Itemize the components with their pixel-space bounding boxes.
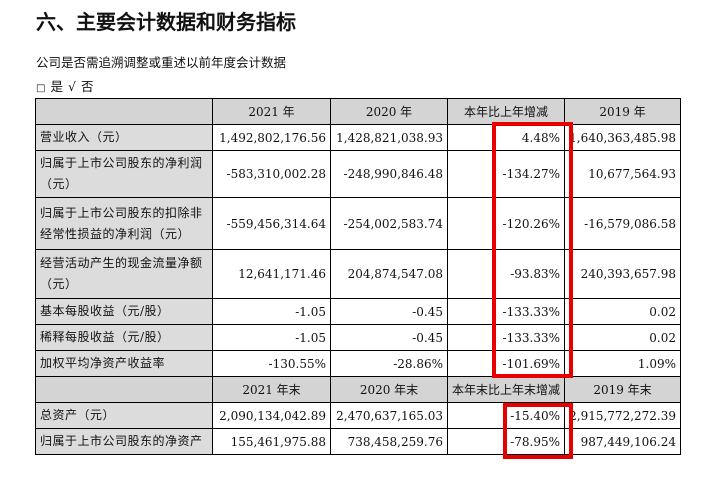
header-cell-change: 本年比上年增减 (447, 98, 565, 125)
row-label: 归属于上市公司股东的净利润（元） (35, 150, 213, 198)
value-2020: -0.45 (330, 324, 448, 351)
row-label: 营业收入（元） (35, 124, 213, 151)
value-2020: 1,428,821,038.93 (330, 124, 448, 151)
table-row: 归属于上市公司股东的净利润（元） -583,310,002.28 -248,99… (35, 150, 681, 198)
value-2020: 738,458,259.76 (330, 428, 448, 455)
header-cell-2021: 2021 年 (212, 98, 331, 125)
value-2021: -583,310,002.28 (212, 150, 331, 198)
value-change: -15.40% (447, 402, 565, 429)
value-2020: -28.86% (330, 350, 448, 377)
value-2019: 0.02 (564, 298, 681, 325)
table-row: 总资产（元） 2,090,134,042.89 2,470,637,165.03… (35, 402, 681, 429)
row-label: 加权平均净资产收益率 (35, 350, 213, 377)
row-label: 归属于上市公司股东的净资产 (35, 428, 213, 455)
value-2020: 204,874,547.08 (330, 249, 448, 299)
row-label: 稀释每股收益（元/股） (35, 324, 213, 351)
value-2019: -16,579,086.58 (564, 197, 681, 250)
table-row: 经营活动产生的现金流量净额（元） 12,641,171.46 204,874,5… (35, 249, 681, 299)
header-cell-2019-end: 2019 年末 (564, 376, 681, 403)
header-cell-empty (35, 376, 213, 403)
header-cell-2021-end: 2021 年末 (212, 376, 331, 403)
table-header-row: 2021 年 2020 年 本年比上年增减 2019 年 (35, 98, 681, 125)
table-row: 归属于上市公司股东的扣除非经常性损益的净利润（元） -559,456,314.6… (35, 197, 681, 250)
header-cell-2019: 2019 年 (564, 98, 681, 125)
yes-checkbox-icon: □ (36, 83, 46, 94)
row-label: 归属于上市公司股东的扣除非经常性损益的净利润（元） (35, 197, 213, 250)
value-2020: -248,990,846.48 (330, 150, 448, 198)
header-cell-2020-end: 2020 年末 (330, 376, 448, 403)
value-2021: -1.05 (212, 298, 331, 325)
value-change: -78.95% (447, 428, 565, 455)
value-2019: 987,449,106.24 (564, 428, 681, 455)
row-label: 经营活动产生的现金流量净额（元） (35, 249, 213, 299)
table-header-row-year-end: 2021 年末 2020 年末 本年末比上年末增减 2019 年末 (35, 376, 681, 403)
table-row: 营业收入（元） 1,492,802,176.56 1,428,821,038.9… (35, 124, 681, 151)
value-2019: 10,677,564.93 (564, 150, 681, 198)
header-cell-change-end: 本年末比上年末增减 (447, 376, 565, 403)
table-row: 稀释每股收益（元/股） -1.05 -0.45 -133.33% 0.02 (35, 324, 681, 351)
table-row: 加权平均净资产收益率 -130.55% -28.86% -101.69% 1.0… (35, 350, 681, 377)
restatement-question: 公司是否需追溯调整或重述以前年度会计数据 (36, 55, 287, 70)
value-2021: 2,090,134,042.89 (212, 402, 331, 429)
financial-data-table: 2021 年 2020 年 本年比上年增减 2019 年 营业收入（元） 1,4… (35, 98, 681, 455)
value-change: -133.33% (447, 324, 565, 351)
header-cell-empty (35, 98, 213, 125)
value-2021: -130.55% (212, 350, 331, 377)
value-2020: -0.45 (330, 298, 448, 325)
value-2021: -1.05 (212, 324, 331, 351)
value-2021: 12,641,171.46 (212, 249, 331, 299)
table-row: 归属于上市公司股东的净资产 155,461,975.88 738,458,259… (35, 428, 681, 455)
value-change: -120.26% (447, 197, 565, 250)
header-cell-2020: 2020 年 (330, 98, 448, 125)
value-2019: 1,640,363,485.98 (564, 124, 681, 151)
table-row: 基本每股收益（元/股） -1.05 -0.45 -133.33% 0.02 (35, 298, 681, 325)
value-change: -93.83% (447, 249, 565, 299)
value-change: -101.69% (447, 350, 565, 377)
value-2021: -559,456,314.64 (212, 197, 331, 250)
check-mark-icon: √ (67, 79, 76, 94)
value-2021: 1,492,802,176.56 (212, 124, 331, 151)
restatement-choice: □ 是 √ 否 (36, 76, 98, 95)
value-change: -133.33% (447, 298, 565, 325)
value-2020: -254,002,583.74 (330, 197, 448, 250)
row-label: 基本每股收益（元/股） (35, 298, 213, 325)
value-2019: 1.09% (564, 350, 681, 377)
value-2019: 2,915,772,272.39 (564, 402, 681, 429)
value-2021: 155,461,975.88 (212, 428, 331, 455)
value-change: 4.48% (447, 124, 565, 151)
yes-label: 是 (50, 79, 63, 94)
section-title: 六、主要会计数据和财务指标 (36, 10, 296, 34)
no-label: 否 (80, 79, 94, 94)
row-label: 总资产（元） (35, 402, 213, 429)
value-2019: 0.02 (564, 324, 681, 351)
value-2020: 2,470,637,165.03 (330, 402, 448, 429)
value-change: -134.27% (447, 150, 565, 198)
value-2019: 240,393,657.98 (564, 249, 681, 299)
